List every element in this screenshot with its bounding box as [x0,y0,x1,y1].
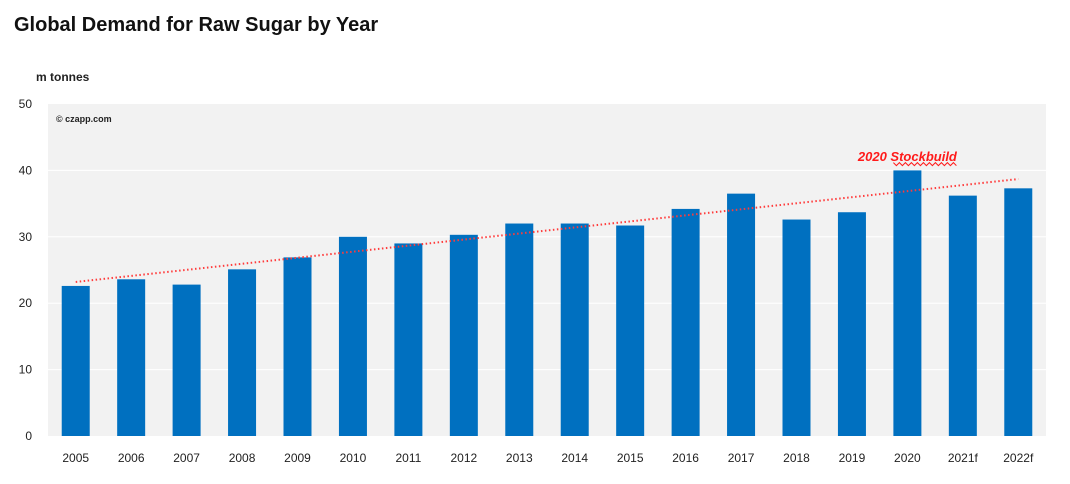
bar-2020 [893,170,922,436]
annotation-underline [893,161,957,167]
x-tick-label: 2018 [783,451,810,465]
x-tick-label: 2006 [118,451,145,465]
y-tick-label: 30 [19,230,33,244]
bar-2007 [172,284,201,436]
y-tick-label: 50 [19,97,33,111]
x-tick-label: 2012 [450,451,477,465]
x-tick-label: 2020 [894,451,921,465]
annotation-label: 2020 Stockbuild [857,149,958,164]
bar-2017 [727,193,756,436]
bar-2006 [117,279,146,436]
y-tick-label: 40 [19,163,33,177]
bar-2015 [616,225,645,436]
x-tick-label: 2015 [617,451,644,465]
y-axis-unit-label: m tonnes [36,70,90,84]
bar-2014 [560,223,589,436]
bar-2016 [671,208,700,436]
x-tick-label: 2010 [340,451,367,465]
chart-title: Global Demand for Raw Sugar by Year [14,14,379,36]
x-tick-label: 2014 [561,451,588,465]
bar-2019 [837,212,866,436]
x-tick-label: 2013 [506,451,533,465]
y-tick-label: 20 [19,296,33,310]
bar-2009 [283,257,312,436]
x-tick-label: 2008 [229,451,256,465]
bar-2018 [782,219,811,436]
plot-area [48,104,1046,436]
bar-2008 [228,269,257,436]
bar-2005 [61,285,90,436]
bar-2013 [505,223,534,436]
bar-2012 [449,234,478,436]
bar-2011 [394,243,423,436]
x-tick-label: 2005 [62,451,89,465]
bar-2022f [1004,188,1033,436]
y-tick-label: 10 [19,363,33,377]
y-tick-label: 0 [25,429,32,443]
x-tick-label: 2022f [1003,451,1034,465]
x-tick-label: 2019 [839,451,866,465]
x-tick-label: 2016 [672,451,699,465]
x-tick-label: 2009 [284,451,311,465]
bar-2021f [948,195,977,436]
x-tick-label: 2017 [728,451,755,465]
watermark-text: © czapp.com [56,114,112,124]
bar-2010 [338,236,367,436]
x-tick-label: 2007 [173,451,200,465]
x-tick-label: 2011 [395,451,421,465]
x-tick-label: 2021f [948,451,979,465]
